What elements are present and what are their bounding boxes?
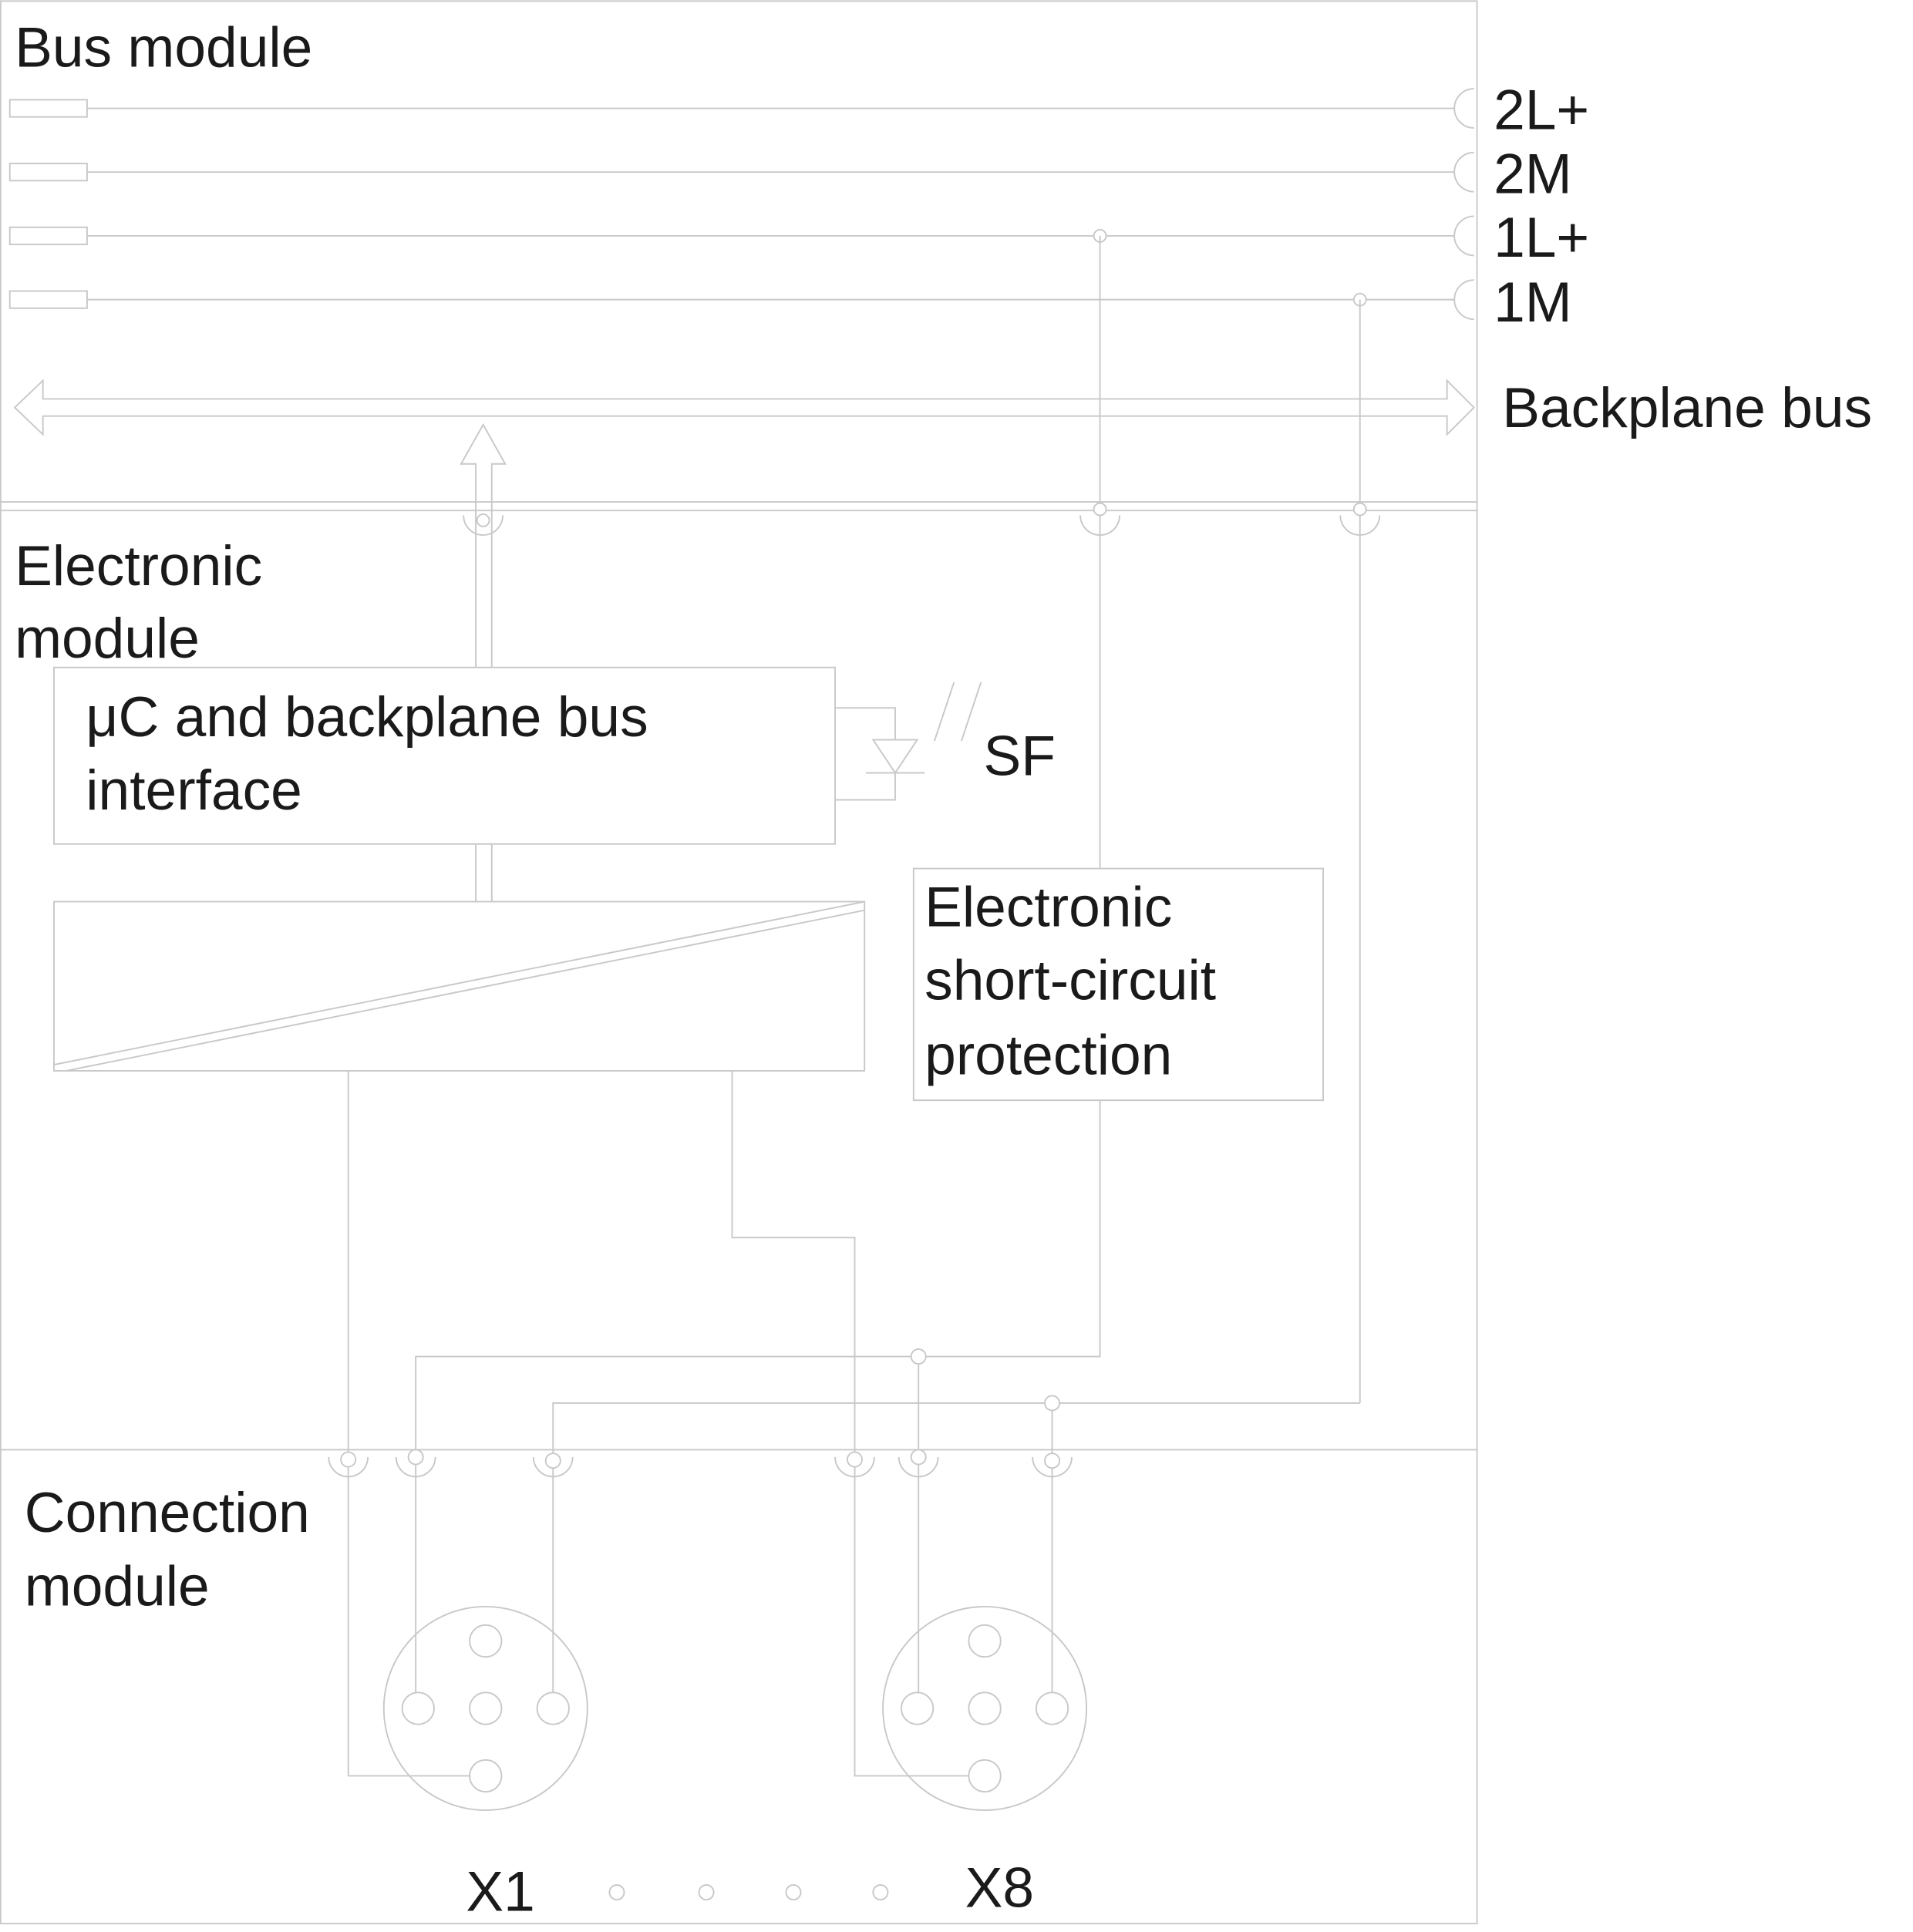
uc-interface-box — [53, 666, 837, 845]
connection-module-label-line1: Connection — [25, 1481, 310, 1544]
backplane-bus-arrow — [13, 379, 1475, 436]
connector-x1-icon — [382, 1606, 588, 1811]
protection-label-line1: Electronic — [925, 875, 1172, 938]
short-circuit-protection-box — [912, 867, 1324, 1102]
backplane-bus-label: Backplane bus — [1502, 376, 1872, 439]
rail-label-1l-plus: 1L+ — [1494, 206, 1589, 269]
power-rails — [8, 88, 1474, 321]
bus-link-arrow — [460, 422, 507, 670]
connection-module-label-line2: module — [25, 1554, 210, 1617]
sf-led-label: SF — [983, 725, 1055, 788]
connector-x8-icon — [882, 1606, 1088, 1811]
connector-x1-label: X1 — [466, 1860, 534, 1923]
protection-label-line3: protection — [925, 1024, 1172, 1087]
rail-drops — [463, 235, 1381, 1403]
electronic-module-label-line2: module — [15, 607, 200, 670]
converter-box — [53, 900, 866, 1072]
rail-label-2m: 2M — [1494, 142, 1572, 205]
ellipsis-dots — [608, 1884, 889, 1901]
led-icon — [835, 682, 982, 801]
rail-label-2l-plus: 2L+ — [1494, 79, 1589, 142]
rail-label-1m: 1M — [1494, 271, 1572, 334]
protection-label-line2: short-circuit — [925, 949, 1216, 1012]
uc-box-label-line2: interface — [86, 759, 302, 822]
wiring — [328, 1070, 1360, 1777]
module-frames — [0, 0, 1478, 1925]
bus-module-label: Bus module — [15, 15, 312, 79]
electronic-module-label-line1: Electronic — [15, 534, 262, 597]
connector-x8-label: X8 — [965, 1856, 1034, 1920]
uc-box-label-line1: μC and backplane bus — [86, 685, 648, 749]
